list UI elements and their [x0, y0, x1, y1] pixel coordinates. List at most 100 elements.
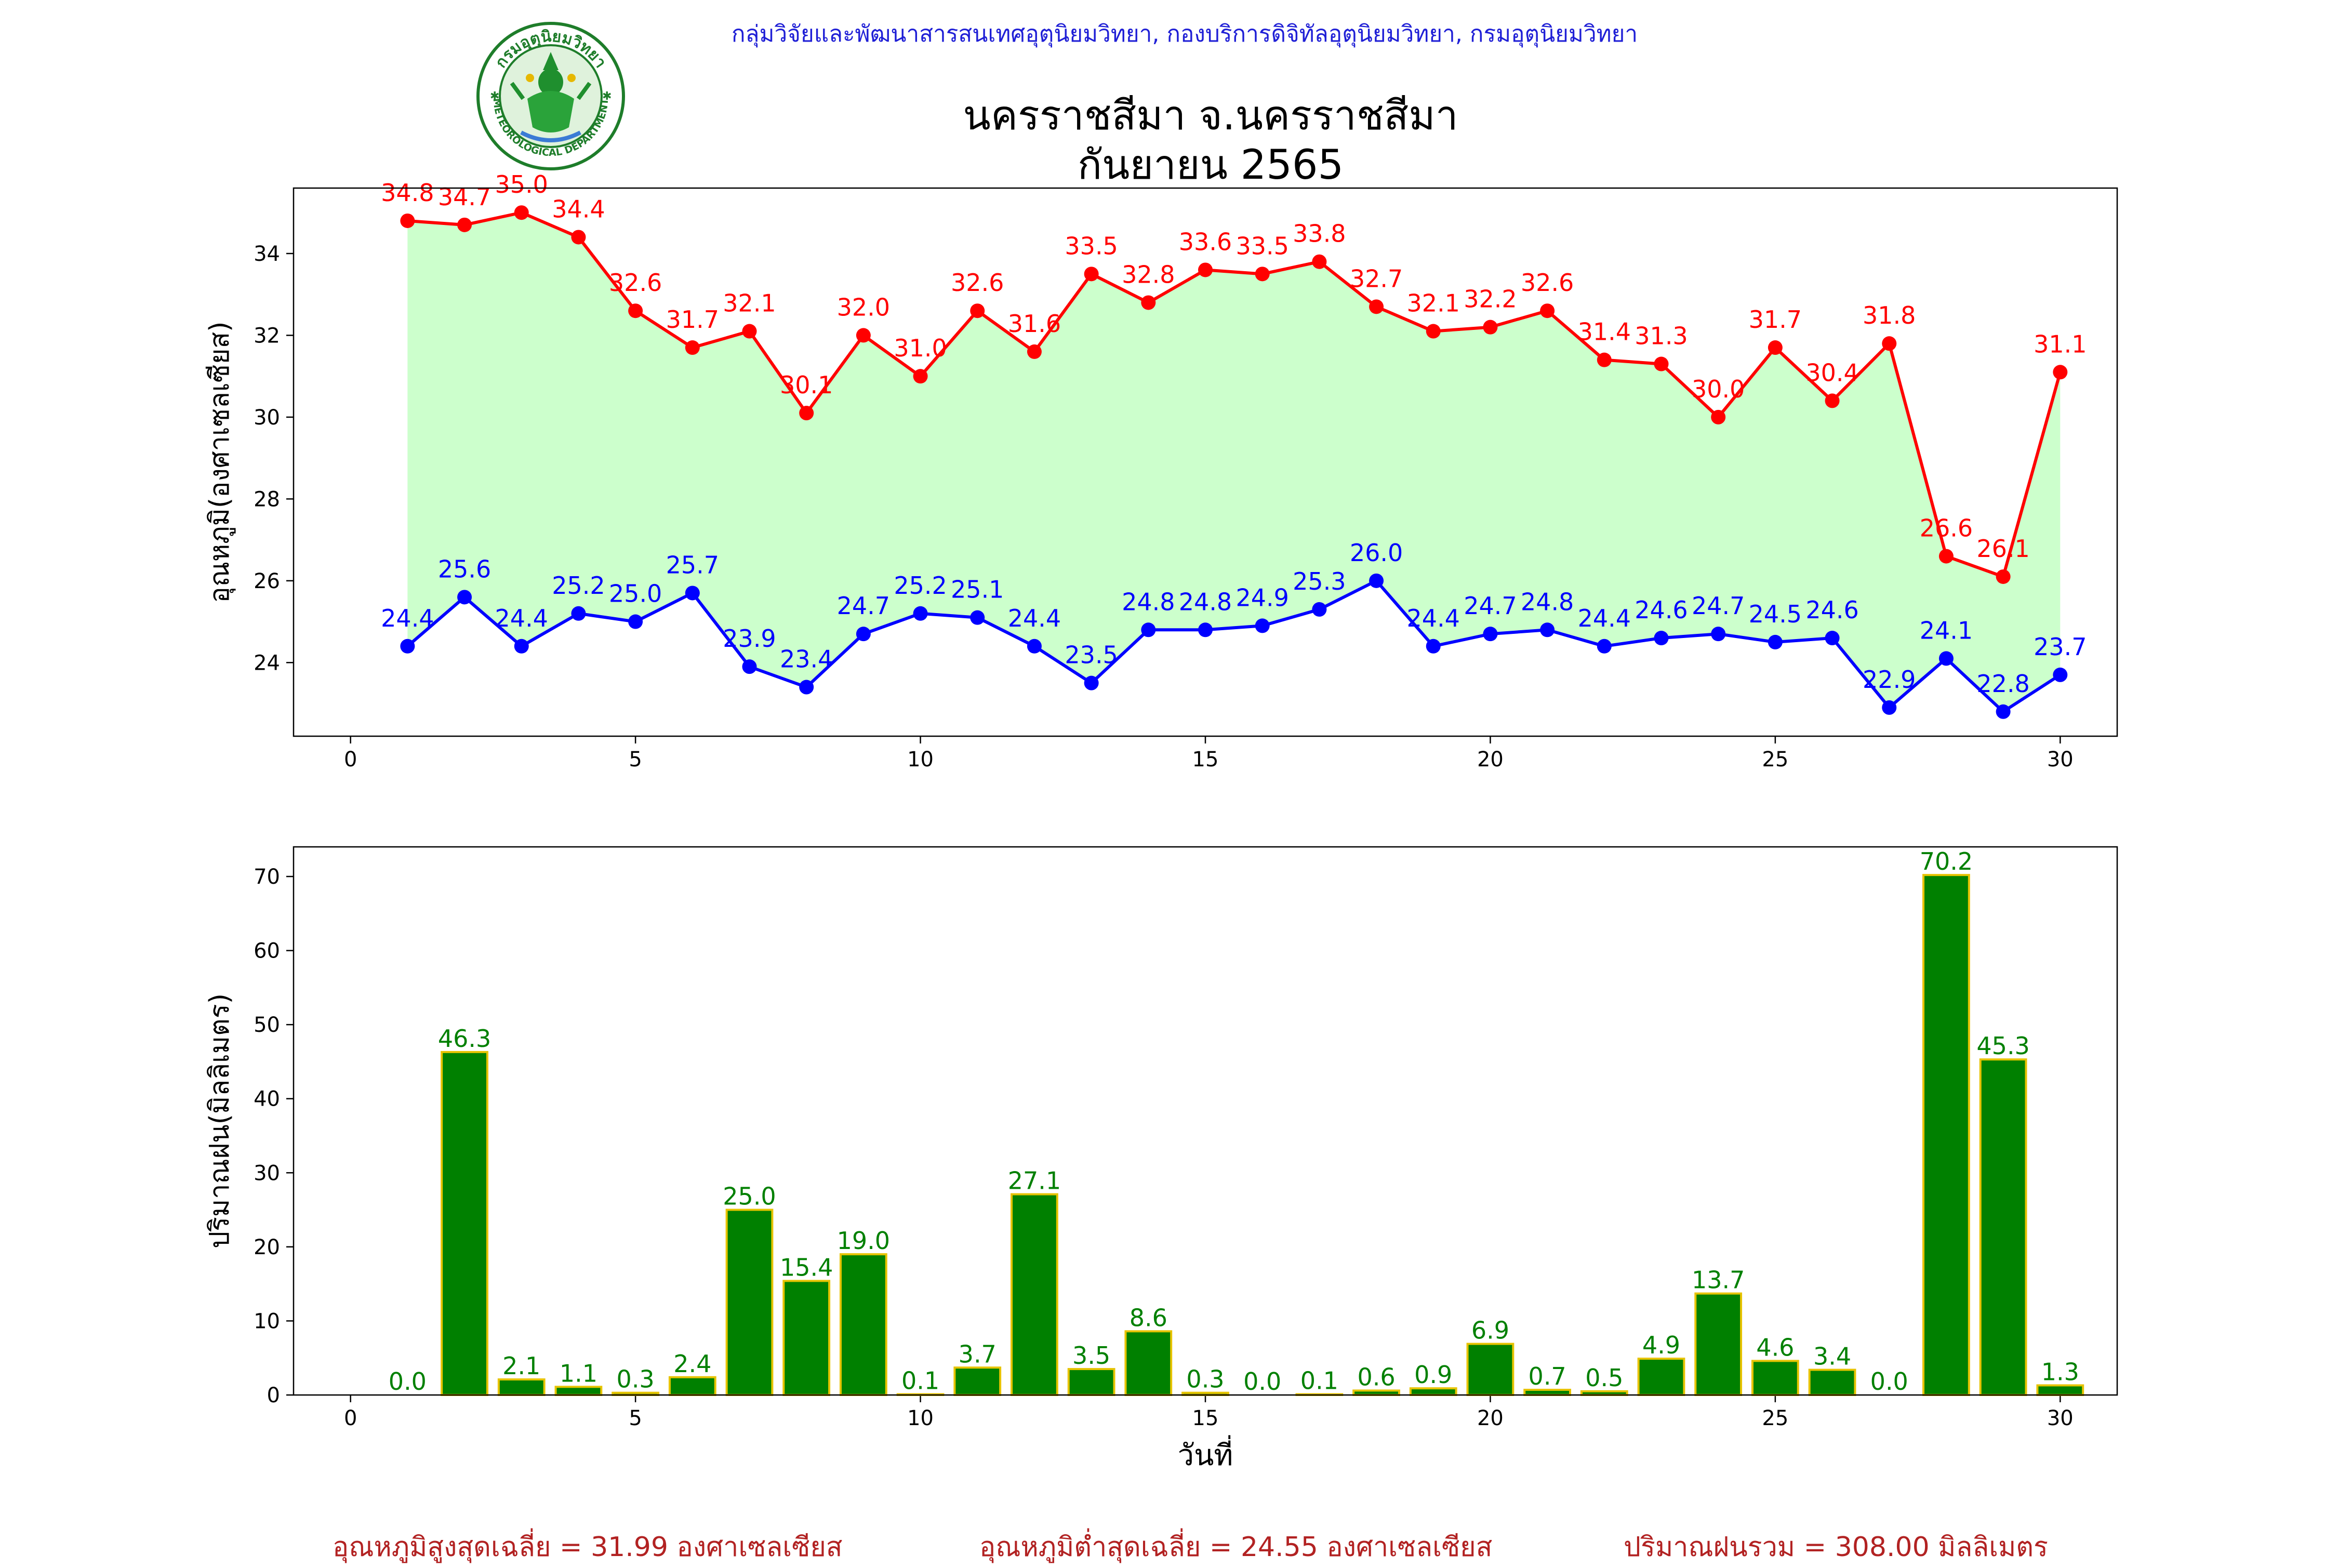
rain-bar — [497, 1378, 546, 1396]
temp-max-point — [1540, 303, 1555, 318]
summary-min-average: อุณหภูมิต่ำสุดเฉลี่ย = 24.55 องศาเซลเซีย… — [979, 1532, 1493, 1563]
rain-data-label: 8.6 — [1130, 1304, 1167, 1332]
rain-xtick-label: 0 — [344, 1406, 357, 1430]
credit-line: กลุ่มวิจัยและพัฒนาสารสนเทศอุตุนิยมวิทยา,… — [731, 21, 1638, 47]
temp-ylabel: อุณหภูมิ(องศาเซลเซียส) — [204, 322, 236, 603]
temp-max-point — [799, 406, 814, 421]
temp-min-point — [1540, 622, 1555, 637]
rain-bar — [1466, 1343, 1515, 1397]
temp-min-data-label: 25.6 — [438, 555, 491, 583]
temp-max-point — [1084, 267, 1099, 282]
temp-min-point — [1198, 622, 1213, 637]
temp-min-data-label: 24.4 — [1407, 604, 1460, 632]
temp-min-data-label: 24.5 — [1749, 600, 1802, 628]
temp-min-point — [1483, 627, 1498, 642]
rain-data-label: 4.9 — [1642, 1331, 1680, 1359]
temp-xtick-label: 20 — [1477, 748, 1504, 772]
temp-max-point — [1141, 295, 1156, 310]
rain-xtick-label: 15 — [1192, 1406, 1219, 1430]
temp-max-point — [400, 213, 415, 228]
temp-max-data-label: 26.1 — [1976, 535, 2029, 563]
temp-xtick-label: 30 — [2047, 748, 2074, 772]
temp-min-data-label: 23.7 — [2034, 633, 2087, 661]
rain-data-label: 46.3 — [438, 1025, 491, 1053]
temp-min-point — [628, 614, 643, 629]
logo-star-left-icon: ✱ — [490, 90, 499, 103]
temp-max-point — [1654, 356, 1669, 371]
rain-data-label: 0.0 — [1243, 1367, 1281, 1396]
rain-bar — [840, 1253, 887, 1396]
rain-data-label: 1.1 — [560, 1359, 597, 1387]
temp-max-data-label: 34.7 — [438, 183, 491, 211]
rain-ytick-label: 10 — [254, 1309, 280, 1333]
rain-data-label: 0.3 — [1186, 1365, 1224, 1393]
temp-min-point — [457, 590, 472, 605]
rain-bar — [1011, 1193, 1058, 1396]
temp-max-line — [407, 211, 2062, 579]
temp-ytick-label: 26 — [254, 569, 280, 593]
chart-title-month: กันยายน 2565 — [1077, 142, 1344, 189]
rain-data-label: 25.0 — [723, 1182, 776, 1211]
temp-min-point — [1768, 634, 1783, 649]
temp-min-data-label: 24.8 — [1179, 588, 1232, 616]
temp-xtick-label: 0 — [344, 748, 357, 772]
temp-min-point — [1084, 675, 1099, 690]
temp-max-point — [1938, 549, 1954, 564]
temp-max-point — [1597, 352, 1612, 367]
rain-data-label: 0.3 — [617, 1365, 655, 1393]
temp-min-data-label: 25.2 — [552, 572, 605, 600]
temp-min-point — [970, 610, 985, 625]
rain-bar — [1124, 1330, 1173, 1396]
temp-max-data-label: 31.8 — [1863, 301, 1916, 329]
temp-min-data-label: 24.1 — [1920, 616, 1973, 644]
temp-xtick-label: 10 — [907, 748, 934, 772]
temp-min-point — [400, 639, 415, 654]
temp-min-data-label: 23.5 — [1065, 641, 1118, 669]
temp-max-point — [1312, 254, 1327, 269]
rain-bar — [725, 1208, 774, 1396]
temp-min-data-label: 25.2 — [894, 572, 947, 600]
temp-max-data-label: 32.6 — [1521, 269, 1574, 297]
temp-xtick-label: 15 — [1192, 748, 1219, 772]
temp-max-point — [1711, 409, 1726, 424]
temp-min-point — [1312, 602, 1327, 617]
temp-max-data-label: 35.0 — [495, 170, 548, 198]
temp-max-data-label: 32.6 — [951, 269, 1004, 297]
temp-min-point — [1882, 700, 1897, 715]
meteorological-department-logo: กรมอุตุนิยมวิทยา METEOROLOGICAL DEPARTME… — [476, 22, 625, 170]
rain-data-label: 0.0 — [389, 1367, 427, 1396]
temp-max-point — [970, 303, 985, 318]
temp-min-data-label: 22.8 — [1976, 670, 2029, 698]
temp-min-point — [514, 639, 529, 654]
temp-max-data-label: 33.5 — [1236, 232, 1288, 260]
temp-min-point — [856, 627, 871, 642]
summary-max-average: อุณหภูมิสูงสุดเฉลี่ย = 31.99 องศาเซลเซีย… — [333, 1532, 843, 1563]
rain-bar — [953, 1366, 1002, 1396]
temp-min-data-label: 25.0 — [609, 580, 662, 608]
temp-min-data-label: 25.3 — [1293, 567, 1346, 595]
rain-data-label: 70.2 — [1920, 847, 1973, 875]
chart-title-station: นครราชสีมา จ.นครราชสีมา — [963, 92, 1458, 139]
temp-min-line — [406, 579, 2061, 714]
temp-max-data-label: 32.1 — [1407, 289, 1460, 317]
rain-xtick-label: 25 — [1762, 1406, 1788, 1430]
rain-data-label: 19.0 — [837, 1227, 890, 1255]
temp-max-data-label: 32.0 — [837, 293, 890, 321]
rain-bar — [441, 1051, 488, 1396]
temp-max-point — [628, 303, 643, 318]
rain-bar — [1922, 874, 1970, 1396]
temp-max-point — [685, 340, 700, 355]
rain-data-label: 1.3 — [2041, 1358, 2079, 1386]
summary-rain-total: ปริมาณฝนรวม = 308.00 มิลลิเมตร — [1624, 1532, 2048, 1563]
temp-min-data-label: 24.7 — [1464, 592, 1517, 620]
rain-data-label: 27.1 — [1008, 1167, 1061, 1195]
temp-max-point — [1768, 340, 1783, 355]
rain-ylabel: ปริมาณฝน(มิลลิเมตร) — [204, 993, 235, 1248]
temp-max-point — [1825, 393, 1840, 408]
temp-max-point — [742, 324, 757, 339]
rain-data-label: 15.4 — [780, 1253, 833, 1281]
temp-max-point — [514, 205, 529, 220]
temp-min-point — [1255, 618, 1270, 633]
temp-max-point — [913, 369, 928, 384]
temp-xtick-label: 5 — [629, 748, 642, 772]
